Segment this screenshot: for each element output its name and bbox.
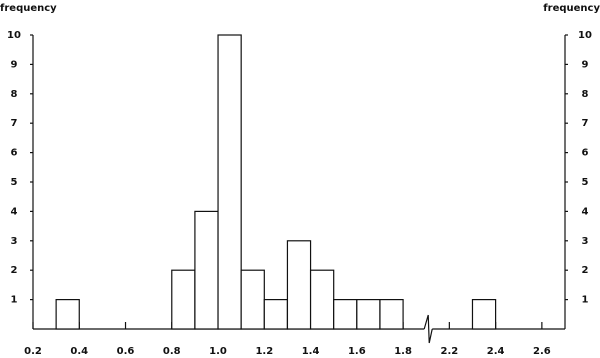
bar xyxy=(379,299,404,330)
bar xyxy=(240,269,265,330)
y-axis-title-right: frequency xyxy=(543,3,600,14)
x-tick-label: 0.4 xyxy=(70,346,88,357)
bar xyxy=(309,269,335,330)
x-tick-label: 0.8 xyxy=(163,346,181,357)
y-tick-label: 5 xyxy=(11,177,18,188)
y-tick-label: 5 xyxy=(582,177,589,188)
bar xyxy=(263,299,289,330)
x-tick-label: 2.6 xyxy=(533,346,551,357)
bar xyxy=(55,299,80,330)
bar xyxy=(356,299,381,330)
x-tick-label: 2.2 xyxy=(440,346,458,357)
y-tick-label: 4 xyxy=(11,206,18,217)
y-tick-label: 7 xyxy=(11,118,18,129)
y-tick-label: 7 xyxy=(582,118,589,129)
y-tick-label: 2 xyxy=(582,265,589,276)
x-tick-label: 1.6 xyxy=(348,346,366,357)
bar xyxy=(171,269,196,330)
y-tick-label: 8 xyxy=(582,89,589,100)
bar xyxy=(333,299,358,330)
y-tick-label: 1 xyxy=(11,295,18,306)
bar xyxy=(286,240,312,330)
y-tick-label: 2 xyxy=(11,265,18,276)
bar xyxy=(194,210,219,330)
y-tick-label: 8 xyxy=(11,89,18,100)
bar xyxy=(217,34,242,330)
x-tick-label: 2.4 xyxy=(487,346,505,357)
y-tick-label: 10 xyxy=(7,30,21,41)
x-tick-label: 0.6 xyxy=(117,346,135,357)
y-axis-title: frequency xyxy=(0,3,57,14)
y-tick-label: 4 xyxy=(582,206,589,217)
y-tick-label: 1 xyxy=(582,295,589,306)
y-tick-label: 6 xyxy=(582,148,589,159)
x-tick-label: 0.2 xyxy=(24,346,42,357)
axis-break xyxy=(423,314,433,344)
y-tick-label: 6 xyxy=(11,148,18,159)
y-tick-label: 10 xyxy=(578,30,592,41)
bar xyxy=(471,299,497,330)
y-tick-label: 3 xyxy=(582,236,589,247)
y-tick-label: 9 xyxy=(11,59,18,70)
x-tick-label: 1.4 xyxy=(302,346,320,357)
y-tick-label: 3 xyxy=(11,236,18,247)
x-tick-label: 1.2 xyxy=(255,346,273,357)
x-tick-label: 1.8 xyxy=(394,346,412,357)
y-tick-label: 9 xyxy=(582,59,589,70)
x-tick-label: 1.0 xyxy=(209,346,227,357)
